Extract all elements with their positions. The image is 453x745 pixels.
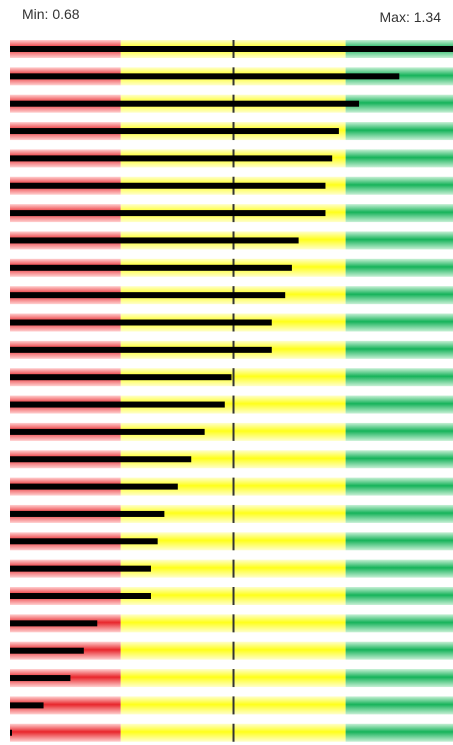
- range-band: [345, 559, 453, 578]
- target-marker: [232, 669, 235, 688]
- value-bar: [10, 182, 326, 189]
- range-band: [345, 204, 453, 223]
- value-bar: [10, 401, 225, 408]
- value-bar: [10, 210, 326, 217]
- range-band: [345, 504, 453, 523]
- target-marker: [232, 504, 235, 523]
- range-band: [345, 614, 453, 633]
- range-band: [345, 641, 453, 660]
- bullet-row: [10, 450, 453, 469]
- bullet-row: [10, 477, 453, 496]
- min-label: Min: 0.68: [22, 6, 80, 22]
- range-band: [345, 450, 453, 469]
- bullet-row: [10, 504, 453, 523]
- value-bar: [10, 647, 84, 654]
- value-bar: [10, 292, 286, 299]
- value-bar: [10, 155, 333, 162]
- range-band: [345, 368, 453, 387]
- value-bar: [10, 538, 158, 545]
- range-band: [345, 94, 453, 113]
- value-bar: [10, 319, 272, 326]
- bullet-row: [10, 231, 453, 250]
- bullet-row: [10, 286, 453, 305]
- target-marker: [232, 368, 235, 387]
- bullet-row: [10, 587, 453, 605]
- value-bar: [10, 565, 151, 572]
- value-bar: [10, 374, 232, 381]
- bullet-row: [10, 94, 453, 113]
- value-bar: [10, 264, 292, 271]
- range-band: [10, 723, 121, 742]
- value-bar: [10, 729, 12, 736]
- target-marker: [232, 395, 235, 414]
- bullet-row: [10, 696, 453, 715]
- range-band: [345, 723, 453, 742]
- bullet-row: [10, 395, 453, 414]
- target-marker: [232, 532, 235, 551]
- bullet-row: [10, 340, 453, 359]
- range-band: [345, 176, 453, 195]
- range-band: [345, 313, 453, 332]
- target-marker: [232, 587, 235, 605]
- bullet-row: [10, 559, 453, 578]
- bullet-row: [10, 313, 453, 332]
- value-bar: [10, 73, 400, 80]
- bullet-row: [10, 532, 453, 551]
- bullet-row: [10, 368, 453, 387]
- range-band: [345, 422, 453, 441]
- range-band: [345, 258, 453, 277]
- bullet-row: [10, 204, 453, 223]
- range-band: [345, 149, 453, 168]
- range-band: [345, 122, 453, 141]
- bullet-row: [10, 149, 453, 168]
- range-band: [345, 587, 453, 605]
- value-bar: [10, 346, 272, 353]
- value-bar: [10, 456, 192, 463]
- range-band: [345, 340, 453, 359]
- bullet-row: [10, 723, 453, 742]
- value-bar: [10, 128, 339, 135]
- range-band: [345, 395, 453, 414]
- value-bar: [10, 46, 453, 52]
- bullet-row: [10, 422, 453, 441]
- range-band: [345, 532, 453, 551]
- target-marker: [232, 450, 235, 469]
- value-bar: [10, 237, 299, 244]
- value-bar: [10, 483, 178, 490]
- value-bar: [10, 620, 98, 627]
- target-marker: [232, 696, 235, 715]
- chart-header: Min: 0.68 Max: 1.34: [0, 0, 453, 34]
- max-label: Max: 1.34: [379, 9, 441, 25]
- bullet-row: [10, 614, 453, 633]
- value-bar: [10, 593, 151, 599]
- target-marker: [232, 723, 235, 742]
- value-bar: [10, 675, 71, 682]
- value-bar: [10, 100, 360, 107]
- value-bar: [10, 702, 44, 709]
- target-marker: [232, 477, 235, 496]
- bullet-row: [10, 40, 453, 58]
- range-band: [345, 696, 453, 715]
- target-marker: [232, 614, 235, 633]
- range-band: [345, 477, 453, 496]
- range-band: [345, 286, 453, 305]
- bullet-row: [10, 122, 453, 141]
- target-marker: [232, 422, 235, 441]
- bullet-row: [10, 176, 453, 195]
- value-bar: [10, 510, 165, 517]
- bullet-row: [10, 641, 453, 660]
- target-marker: [232, 559, 235, 578]
- bullet-row: [10, 258, 453, 277]
- value-bar: [10, 428, 205, 435]
- range-band: [345, 669, 453, 688]
- target-marker: [232, 641, 235, 660]
- bullet-row: [10, 67, 453, 86]
- range-band: [10, 696, 121, 715]
- range-band: [345, 231, 453, 250]
- bullet-row: [10, 669, 453, 688]
- bullet-chart: [10, 40, 453, 742]
